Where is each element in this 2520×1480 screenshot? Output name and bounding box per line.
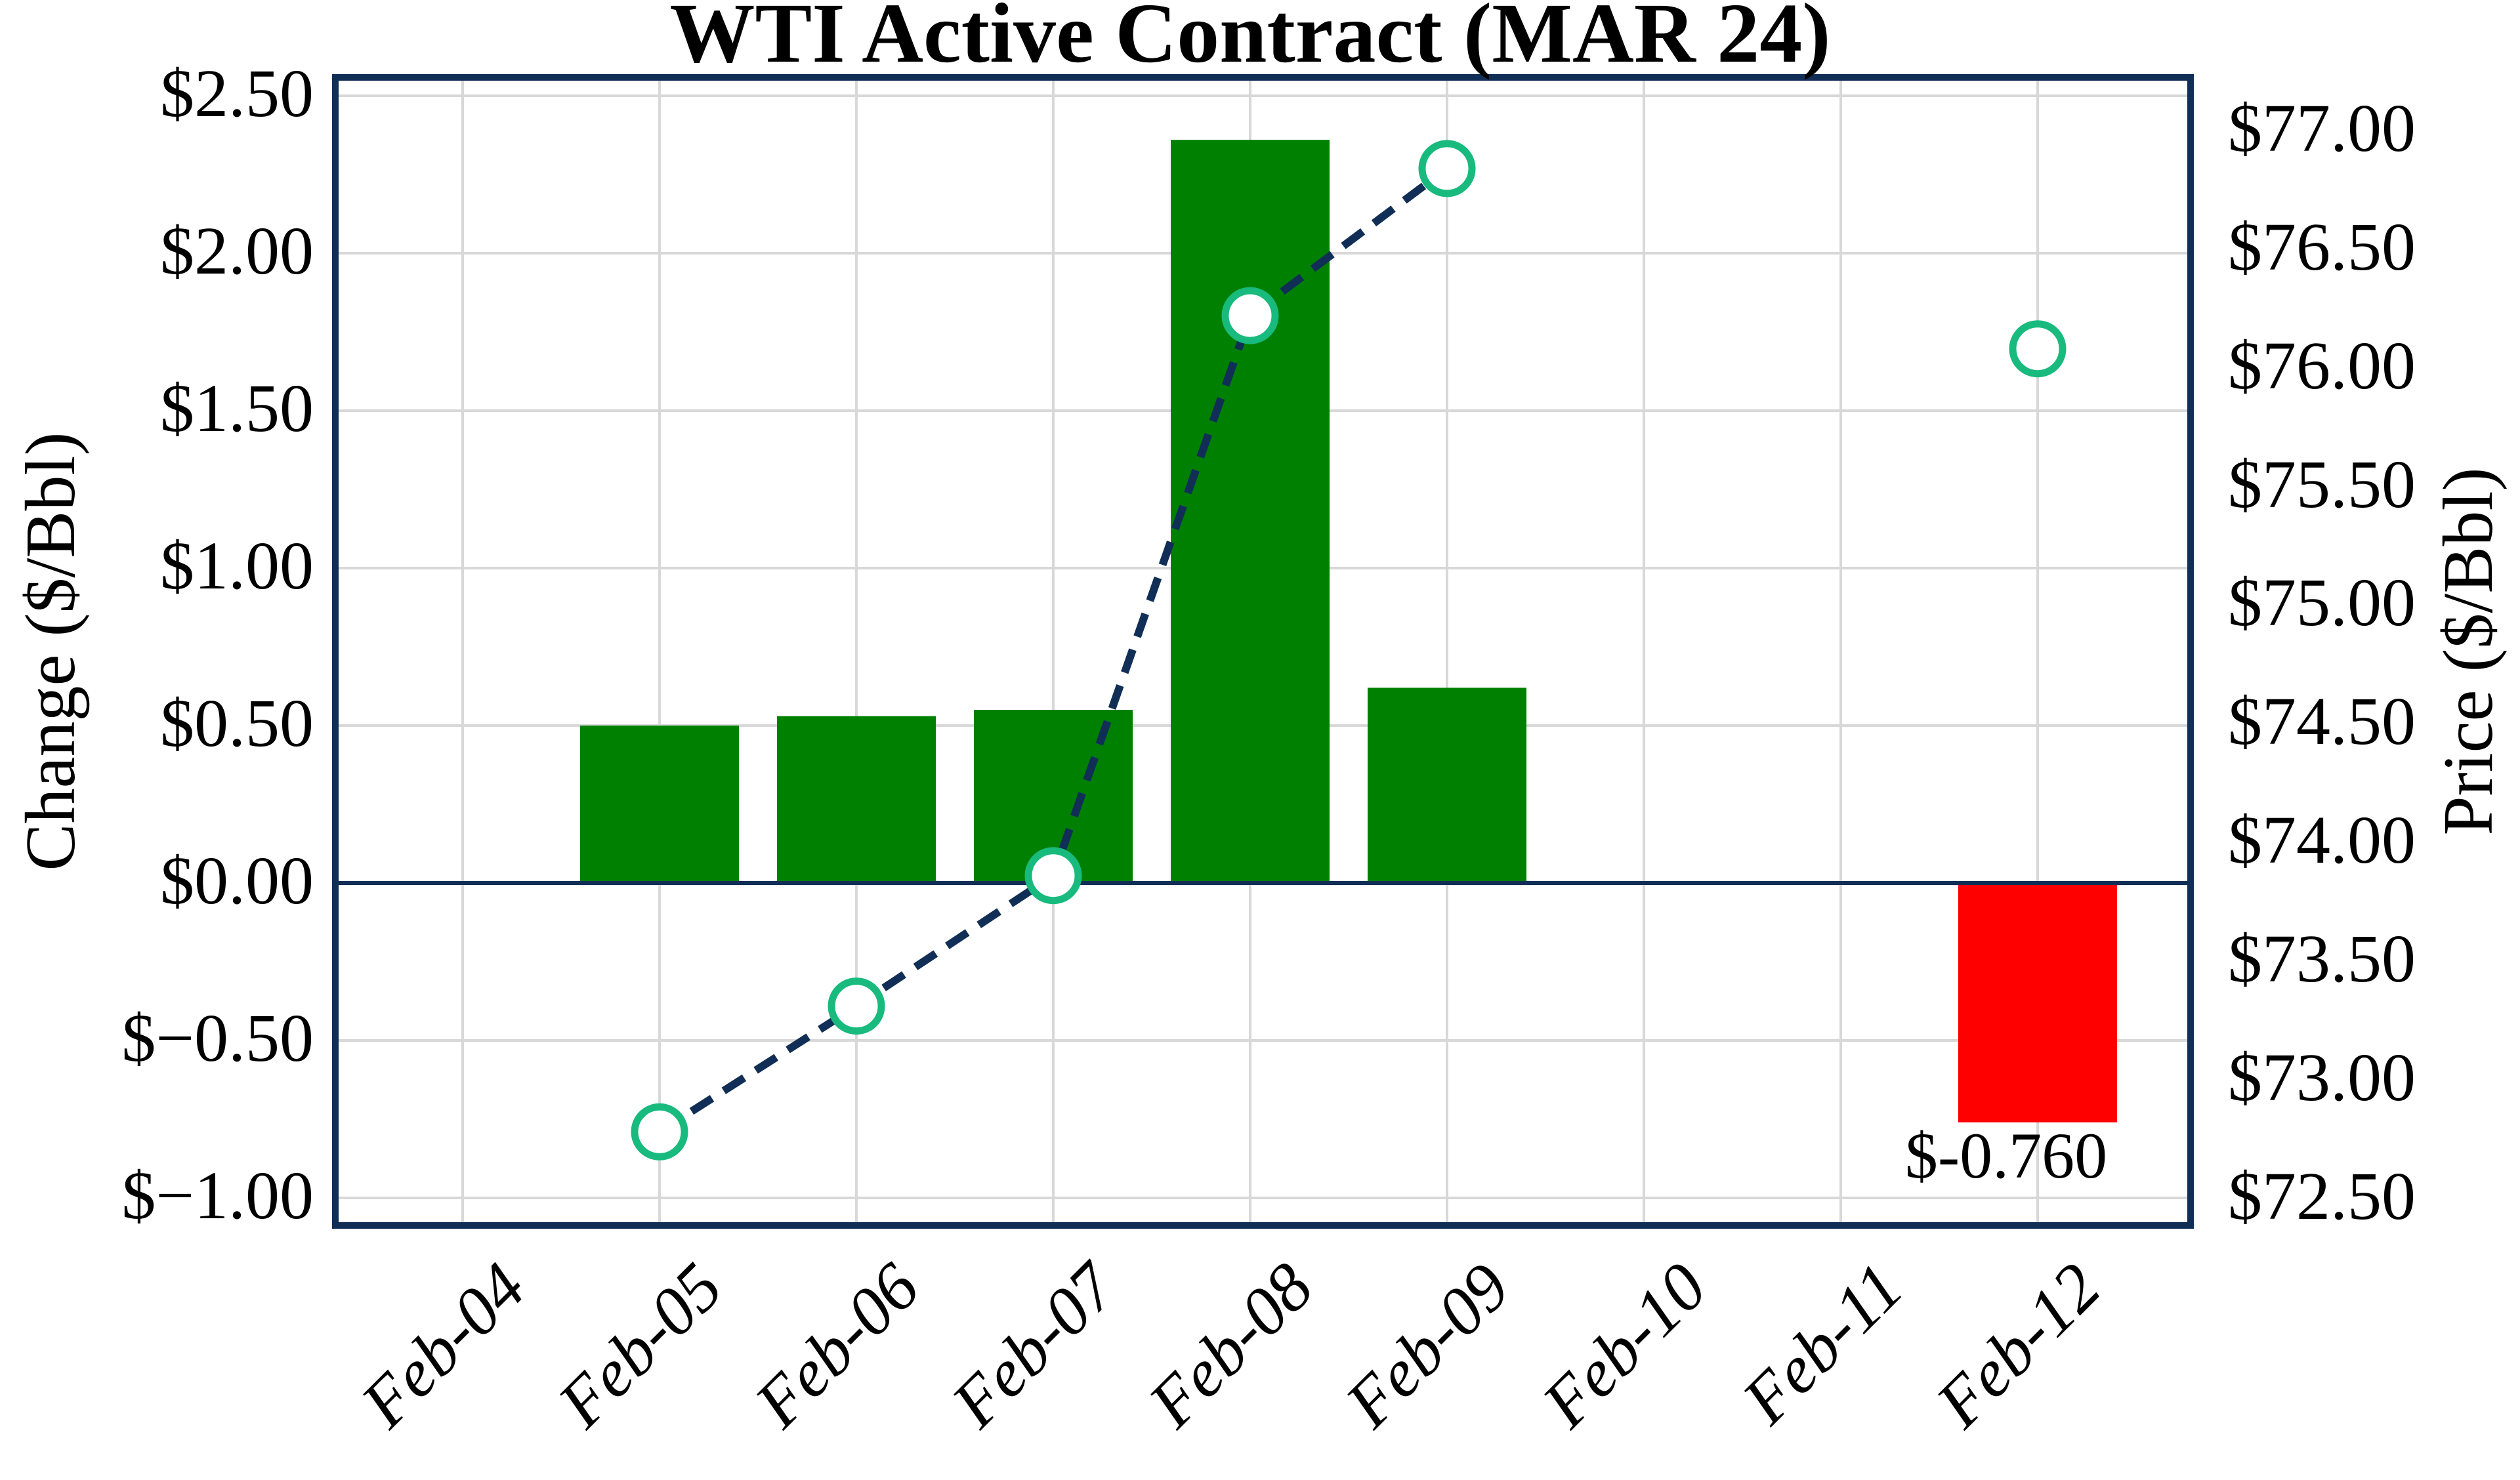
left-axis-title: Change ($/Bbl) — [12, 432, 90, 871]
left-y-tick-label: $−1.00 — [121, 1157, 314, 1233]
left-y-tick-label: $0.50 — [160, 685, 314, 761]
price-marker-Feb-07 — [1024, 847, 1082, 905]
right-y-tick-label: $77.00 — [2228, 90, 2416, 166]
right-y-tick-label: $76.50 — [2228, 209, 2416, 285]
change-bar-Feb-12 — [1958, 882, 2117, 1122]
price-marker-Feb-09 — [1418, 140, 1476, 197]
right-y-tick-label: $73.00 — [2228, 1039, 2416, 1115]
change-bar-Feb-09 — [1368, 688, 1526, 883]
price-marker-Feb-08 — [1221, 287, 1279, 344]
price-marker-Feb-06 — [828, 977, 885, 1035]
right-y-tick-label: $72.50 — [2228, 1158, 2416, 1234]
bar-value-annotation: $-0.760 — [1904, 1119, 2108, 1192]
left-y-tick-label: $2.00 — [160, 213, 314, 289]
left-y-tick-label: $0.00 — [160, 842, 314, 918]
price-marker-Feb-05 — [631, 1103, 688, 1161]
change-bar-Feb-06 — [777, 716, 936, 883]
right-y-tick-label: $76.00 — [2228, 327, 2416, 403]
price-marker-Feb-12 — [2009, 320, 2067, 378]
chart-title: WTI Active Contract (MAR 24) — [669, 0, 1831, 81]
right-y-tick-label: $74.50 — [2228, 684, 2416, 760]
change-bar-Feb-05 — [580, 725, 739, 883]
left-y-tick-label: $1.50 — [160, 370, 314, 446]
right-y-tick-label: $73.50 — [2228, 920, 2416, 997]
right-y-tick-label: $75.50 — [2228, 446, 2416, 522]
left-y-tick-label: $1.00 — [160, 527, 314, 604]
left-y-tick-label: $2.50 — [160, 55, 314, 131]
right-axis-title: Price ($/Bbl) — [2429, 467, 2508, 836]
change-bar-Feb-08 — [1171, 140, 1330, 883]
right-y-tick-label: $74.00 — [2228, 802, 2416, 878]
plot-frame — [332, 74, 2194, 1229]
left-y-tick-label: $−0.50 — [121, 1000, 314, 1076]
right-y-tick-label: $75.00 — [2228, 565, 2416, 641]
